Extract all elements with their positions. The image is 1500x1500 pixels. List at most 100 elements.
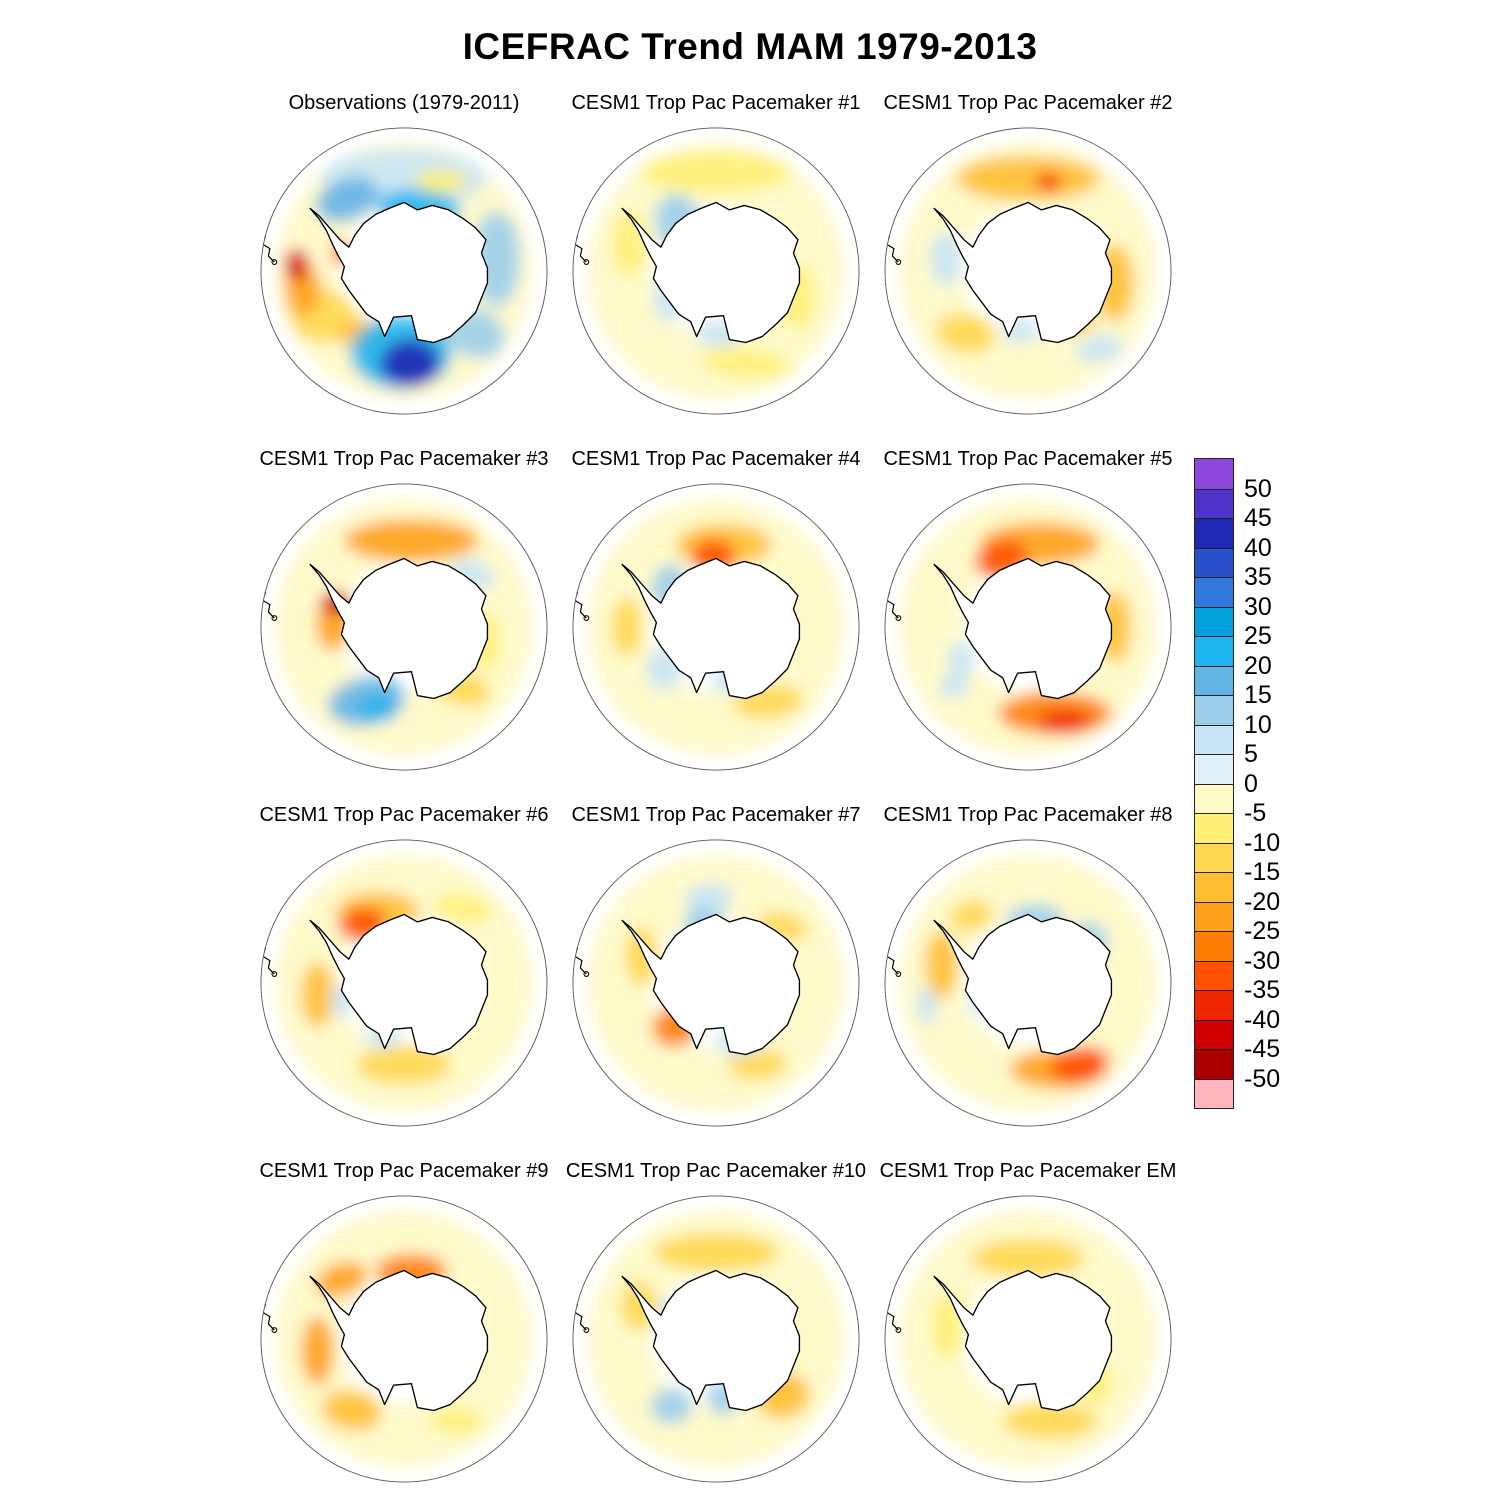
trend-anomaly-blob bbox=[1050, 1046, 1110, 1084]
colorbar-tick-label: 45 bbox=[1244, 504, 1272, 532]
antarctica-coastline bbox=[309, 201, 489, 344]
colorbar-cell bbox=[1195, 577, 1233, 607]
antarctica-coastline bbox=[933, 201, 1113, 344]
map-boundary-circle bbox=[572, 127, 860, 415]
map-panel: CESM1 Trop Pac Pacemaker #6 bbox=[248, 802, 560, 1158]
map-boundary-circle bbox=[260, 483, 548, 771]
trend-anomaly-blob bbox=[611, 597, 642, 657]
trend-anomaly-blob bbox=[611, 211, 648, 277]
colorbar-cell bbox=[1195, 606, 1233, 636]
colorbar-swatches bbox=[1194, 458, 1234, 1109]
map-panel: CESM1 Trop Pac Pacemaker EM bbox=[872, 1158, 1184, 1500]
trend-anomaly-blob bbox=[701, 348, 791, 379]
island-fragment bbox=[271, 971, 278, 977]
map-boundary-circle bbox=[884, 1195, 1172, 1483]
map-boundary-circle bbox=[884, 839, 1172, 1127]
trend-anomaly-blob bbox=[971, 1239, 1085, 1278]
antarctic-map bbox=[260, 483, 548, 771]
colorbar-tick-label: 40 bbox=[1244, 533, 1272, 562]
antarctic-map bbox=[572, 839, 860, 1127]
colorbar-cell bbox=[1195, 754, 1233, 784]
colorbar-tick-label: -40 bbox=[1244, 1005, 1281, 1034]
colorbar-cell bbox=[1195, 813, 1233, 843]
panel-title: CESM1 Trop Pac Pacemaker EM bbox=[879, 1160, 1177, 1182]
map-boundary-circle bbox=[884, 483, 1172, 771]
antarctica-coastline bbox=[621, 201, 801, 344]
antarctica-coastline bbox=[621, 913, 801, 1056]
trend-anomaly-blob bbox=[728, 1049, 788, 1081]
map-boundary-circle bbox=[572, 483, 860, 771]
trend-anomaly-blob bbox=[301, 1316, 334, 1386]
panel-title: CESM1 Trop Pac Pacemaker #3 bbox=[259, 448, 549, 470]
panel-title: CESM1 Trop Pac Pacemaker #9 bbox=[259, 1160, 549, 1182]
colorbar-tick-label: 50 bbox=[1244, 474, 1272, 503]
trend-anomaly-blob bbox=[949, 900, 994, 932]
trend-anomaly-blob bbox=[916, 985, 938, 1025]
colorbar-tick-label: -50 bbox=[1244, 1064, 1281, 1093]
colorbar-cell bbox=[1195, 488, 1233, 518]
antarctica-coastline bbox=[309, 913, 489, 1056]
panel-title: CESM1 Trop Pac Pacemaker #10 bbox=[565, 1160, 867, 1182]
island-fragment bbox=[271, 1327, 278, 1333]
colorbar-tick-label: -45 bbox=[1244, 1035, 1281, 1063]
trend-anomaly-blob bbox=[315, 176, 379, 223]
colorbar-tick-label: 20 bbox=[1244, 651, 1272, 680]
trend-anomaly-blob bbox=[322, 1390, 382, 1431]
antarctica-coastline bbox=[621, 557, 801, 700]
colorbar-tick-label: -10 bbox=[1244, 828, 1281, 857]
colorbar-cell bbox=[1195, 1078, 1233, 1108]
map-boundary-circle bbox=[884, 127, 1172, 415]
colorbar-cell bbox=[1195, 901, 1233, 931]
trend-anomaly-blob bbox=[429, 1407, 483, 1435]
island-fragment bbox=[583, 259, 590, 265]
antarctic-map bbox=[572, 483, 860, 771]
colorbar-cell bbox=[1195, 459, 1233, 489]
trend-anomaly-blob bbox=[414, 169, 469, 194]
colorbar-tick-label: -20 bbox=[1244, 887, 1281, 916]
antarctic-map bbox=[572, 1195, 860, 1483]
colorbar-cell bbox=[1195, 960, 1233, 990]
island-fragment bbox=[895, 259, 902, 265]
map-panel: CESM1 Trop Pac Pacemaker #4 bbox=[560, 446, 872, 802]
colorbar-tick-label: -30 bbox=[1244, 946, 1281, 975]
trend-anomaly-blob bbox=[947, 640, 975, 680]
panel-title: CESM1 Trop Pac Pacemaker #5 bbox=[883, 448, 1173, 470]
colorbar-tick-label: 0 bbox=[1244, 769, 1258, 798]
colorbar-cell bbox=[1195, 1019, 1233, 1049]
trend-anomaly-blob bbox=[1075, 334, 1124, 363]
trend-anomaly-blob bbox=[925, 930, 958, 1000]
colorbar-cell bbox=[1195, 783, 1233, 813]
map-panel: CESM1 Trop Pac Pacemaker #2 bbox=[872, 90, 1184, 446]
island-fragment bbox=[271, 259, 278, 265]
map-boundary-circle bbox=[260, 839, 548, 1127]
colorbar-cell bbox=[1195, 931, 1233, 961]
island-fragment bbox=[583, 1327, 590, 1333]
map-boundary-circle bbox=[260, 127, 548, 415]
trend-anomaly-blob bbox=[653, 1233, 779, 1272]
antarctic-map bbox=[260, 1195, 548, 1483]
trend-anomaly-blob bbox=[356, 695, 399, 723]
trend-anomaly-blob bbox=[284, 248, 309, 282]
map-panel: CESM1 Trop Pac Pacemaker #7 bbox=[560, 802, 872, 1158]
antarctic-map bbox=[884, 483, 1172, 771]
trend-anomaly-blob bbox=[935, 313, 995, 354]
trend-anomaly-blob bbox=[380, 339, 440, 388]
antarctica-coastline bbox=[933, 1269, 1113, 1412]
figure-title: ICEFRAC Trend MAM 1979-2013 bbox=[462, 26, 1038, 67]
antarctic-map bbox=[260, 839, 548, 1127]
colorbar-tick-label: 30 bbox=[1244, 592, 1272, 621]
panel-title: CESM1 Trop Pac Pacemaker #2 bbox=[883, 92, 1173, 114]
island-fragment bbox=[895, 971, 902, 977]
trend-anomaly-blob bbox=[315, 1261, 368, 1298]
colorbar-tick-label: 10 bbox=[1244, 710, 1272, 739]
colorbar-cell bbox=[1195, 665, 1233, 695]
colorbar-cell bbox=[1195, 724, 1233, 754]
map-panel: CESM1 Trop Pac Pacemaker #5 bbox=[872, 446, 1184, 802]
colorbar-cell bbox=[1195, 842, 1233, 872]
panel-title: CESM1 Trop Pac Pacemaker #4 bbox=[571, 448, 861, 470]
colorbar-tick-label: -15 bbox=[1244, 858, 1281, 886]
map-panel: CESM1 Trop Pac Pacemaker #8 bbox=[872, 802, 1184, 1158]
panel-title: Observations (1979-2011) bbox=[288, 92, 520, 114]
colorbar-tick-label: 25 bbox=[1244, 622, 1272, 650]
trend-anomaly-blob bbox=[1038, 710, 1093, 735]
